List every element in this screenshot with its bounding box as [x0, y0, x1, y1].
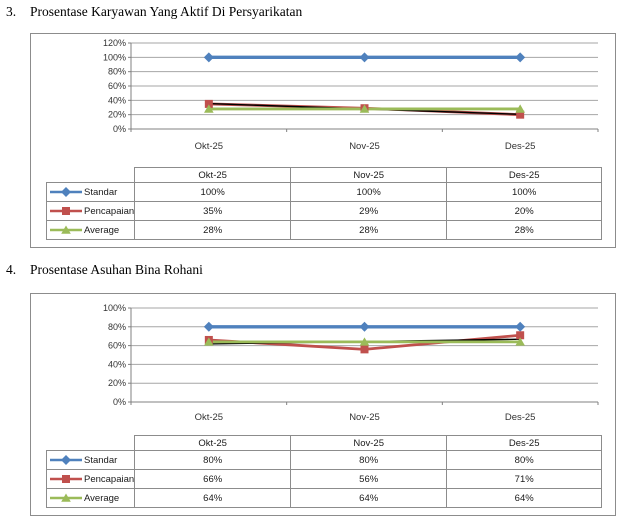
svg-text:Des-25: Des-25	[505, 412, 536, 423]
legend-cell-pencapaian: Pencapaian	[45, 469, 136, 489]
svg-text:Nov-25: Nov-25	[349, 412, 380, 423]
svg-text:60%: 60%	[108, 81, 126, 91]
header-cell: Okt-25	[134, 167, 292, 183]
table-row: Average 28% 28% 28%	[45, 220, 603, 240]
svg-text:Nov-25: Nov-25	[349, 141, 380, 152]
line-chart-karyawan-aktif: 0% 20% 40% 60% 80% 100% 120% Okt-25 Nov-25 Des-25	[103, 38, 599, 152]
svg-text:Des-25: Des-25	[505, 141, 536, 152]
legend-cell-standar: Standar	[45, 450, 136, 470]
value-cell: 35%	[134, 201, 292, 221]
value-cell: 64%	[290, 488, 448, 508]
table-row: Standar 100% 100% 100%	[45, 182, 603, 202]
value-cell: 100%	[290, 182, 448, 202]
pencapaian-series-icon	[50, 475, 82, 483]
legend-label: Average	[84, 224, 120, 236]
svg-text:20%: 20%	[108, 378, 126, 388]
chart-data-table: Okt-25 Nov-25 Des-25 Standar 80% 80% 80%…	[45, 435, 603, 508]
section-title: Prosentase Karyawan Yang Aktif Di Persya…	[30, 4, 303, 19]
svg-text:100%: 100%	[103, 52, 126, 62]
chart-panel-4: 0% 20% 40% 60% 80% 100% Okt-25 Nov-25 Des-25 Okt…	[30, 293, 616, 516]
value-cell: 56%	[290, 469, 448, 489]
table-row: Average 64% 64% 64%	[45, 488, 603, 508]
svg-text:100%: 100%	[103, 303, 126, 313]
legend-cell-standar: Standar	[45, 182, 136, 202]
header-cell: Des-25	[446, 435, 603, 451]
value-cell: 64%	[134, 488, 292, 508]
value-cell: 20%	[446, 201, 603, 221]
legend-label: Average	[84, 492, 120, 504]
value-cell: 28%	[446, 220, 603, 240]
header-cell: Des-25	[446, 167, 603, 183]
legend-label: Pencapaian	[84, 205, 135, 217]
svg-text:0%: 0%	[113, 397, 126, 407]
header-cell: Nov-25	[290, 435, 448, 451]
svg-text:Okt-25: Okt-25	[195, 141, 224, 152]
header-cell: Okt-25	[134, 435, 292, 451]
table-header-row: Okt-25 Nov-25 Des-25	[47, 167, 603, 183]
value-cell: 80%	[134, 450, 292, 470]
value-cell: 64%	[446, 488, 603, 508]
value-cell: 28%	[290, 220, 448, 240]
section-4-heading: 4. Prosentase Asuhan Bina Rohani	[0, 262, 621, 280]
chart-data-table: Okt-25 Nov-25 Des-25 Standar 100% 100% 1…	[45, 167, 603, 240]
value-cell: 100%	[134, 182, 292, 202]
average-series-icon	[50, 225, 82, 234]
legend-label: Pencapaian	[84, 473, 135, 485]
svg-text:40%: 40%	[108, 359, 126, 369]
section-number: 4.	[6, 262, 17, 277]
section-number: 3.	[6, 4, 17, 19]
table-row: Pencapaian 35% 29% 20%	[45, 201, 603, 221]
legend-cell-average: Average	[45, 488, 136, 508]
value-cell: 66%	[134, 469, 292, 489]
legend-label: Standar	[84, 454, 118, 466]
value-cell: 80%	[446, 450, 603, 470]
corner-cell	[47, 436, 135, 451]
svg-text:120%: 120%	[103, 38, 126, 48]
svg-text:0%: 0%	[113, 124, 126, 134]
svg-text:20%: 20%	[108, 110, 126, 120]
legend-cell-average: Average	[45, 220, 136, 240]
svg-text:80%: 80%	[108, 322, 126, 332]
section-3-heading: 3. Prosentase Karyawan Yang Aktif Di Per…	[0, 4, 621, 22]
standar-series-icon	[50, 187, 82, 197]
table-header-row: Okt-25 Nov-25 Des-25	[47, 435, 603, 451]
standar-series-icon	[50, 455, 82, 465]
value-cell: 71%	[446, 469, 603, 489]
svg-text:40%: 40%	[108, 95, 126, 105]
svg-text:60%: 60%	[108, 341, 126, 351]
table-row: Pencapaian 66% 56% 71%	[45, 469, 603, 489]
section-title: Prosentase Asuhan Bina Rohani	[30, 262, 203, 277]
legend-cell-pencapaian: Pencapaian	[45, 201, 136, 221]
header-cell: Nov-25	[290, 167, 448, 183]
svg-text:80%: 80%	[108, 67, 126, 77]
value-cell: 80%	[290, 450, 448, 470]
svg-text:Okt-25: Okt-25	[195, 412, 224, 423]
corner-cell	[47, 168, 135, 183]
pencapaian-series-icon	[50, 207, 82, 215]
table-row: Standar 80% 80% 80%	[45, 450, 603, 470]
line-chart-asuhan-bina-rohani: 0% 20% 40% 60% 80% 100% Okt-25 Nov-25 Des-25	[103, 303, 599, 423]
average-series-icon	[50, 493, 82, 502]
value-cell: 29%	[290, 201, 448, 221]
value-cell: 100%	[446, 182, 603, 202]
chart-panel-3: 0% 20% 40% 60% 80% 100% 120% Okt-25 Nov-25 Des-25…	[30, 33, 616, 248]
legend-label: Standar	[84, 186, 118, 198]
value-cell: 28%	[134, 220, 292, 240]
